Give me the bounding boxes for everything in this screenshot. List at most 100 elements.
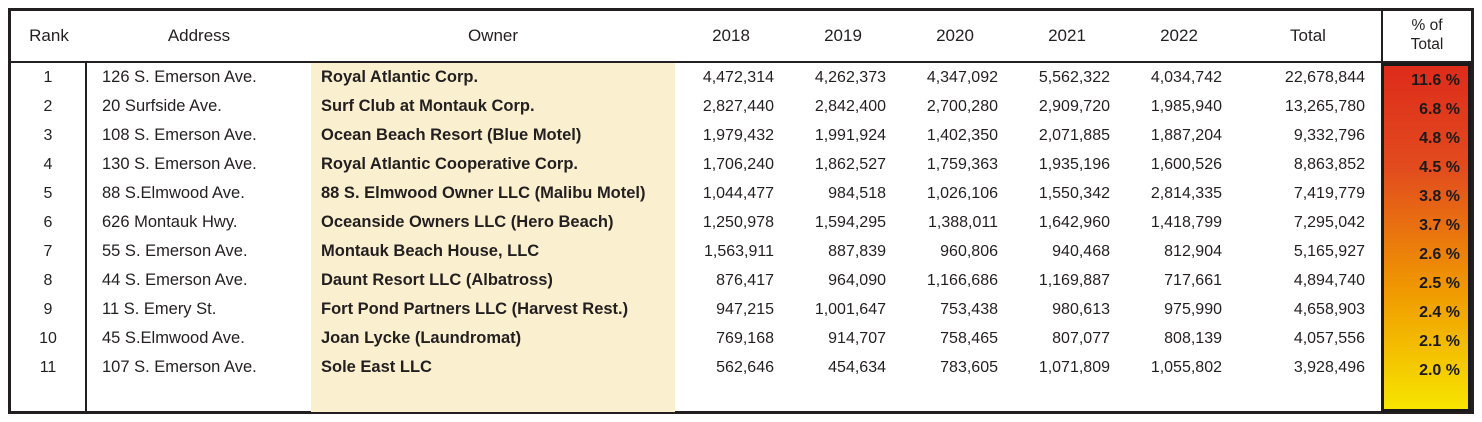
value-2022-cell: 975,990 bbox=[1164, 301, 1222, 318]
value-2018-cell: 1,563,911 bbox=[704, 243, 774, 260]
address-cell: 130 S. Emerson Ave. bbox=[102, 155, 257, 173]
filler-owner-cell bbox=[311, 382, 675, 412]
rank-cell: 10 bbox=[11, 324, 87, 353]
total-cell: 4,057,556 bbox=[1293, 330, 1365, 347]
value-2019-cell: 4,262,373 bbox=[814, 69, 886, 86]
pct-heatmap-column: 11.6 % 6.8 % 4.8 % 4.5 % 3.8 % 3.7 % 2.6 % 2.5 … bbox=[1381, 63, 1471, 412]
value-2021-cell: 1,935,196 bbox=[1038, 156, 1110, 173]
total-cell: 7,295,042 bbox=[1293, 214, 1365, 231]
table-row: 9 11 S. Emery St. Fort Pond Partners LLC… bbox=[11, 295, 1471, 324]
header-pct-line1: % of bbox=[1411, 17, 1443, 35]
value-2018-cell: 1,979,432 bbox=[702, 127, 774, 144]
value-2021-cell: 1,642,960 bbox=[1038, 214, 1110, 231]
value-2018-cell: 1,706,240 bbox=[702, 156, 774, 173]
value-2019-cell: 964,090 bbox=[828, 272, 886, 289]
value-2021-cell: 2,909,720 bbox=[1038, 98, 1110, 115]
rank-cell: 1 bbox=[11, 63, 87, 92]
header-2021: 2021 bbox=[1048, 26, 1086, 45]
owner-cell: Sole East LLC bbox=[311, 353, 675, 382]
filler-address-cell bbox=[87, 382, 311, 412]
value-2019-cell: 914,707 bbox=[828, 330, 886, 347]
rank-cell: 4 bbox=[11, 150, 87, 179]
value-2021-cell: 940,468 bbox=[1052, 243, 1110, 260]
value-2019-cell: 454,634 bbox=[828, 359, 886, 376]
header-2022: 2022 bbox=[1160, 26, 1198, 45]
value-2020-cell: 783,605 bbox=[940, 359, 998, 376]
value-2022-cell: 1,887,204 bbox=[1150, 127, 1222, 144]
address-cell: 126 S. Emerson Ave. bbox=[102, 68, 257, 86]
table-filler-row bbox=[11, 382, 1471, 412]
rank-cell: 7 bbox=[11, 237, 87, 266]
filler-rank-cell bbox=[11, 382, 87, 412]
owner-cell: Montauk Beach House, LLC bbox=[311, 237, 675, 266]
value-2022-cell: 1,418,799 bbox=[1150, 214, 1222, 231]
value-2018-cell: 947,215 bbox=[716, 301, 774, 318]
table-row: 1 126 S. Emerson Ave. Royal Atlantic Cor… bbox=[11, 63, 1471, 92]
pct-value: 4.5 % bbox=[1419, 159, 1460, 176]
owner-cell: Fort Pond Partners LLC (Harvest Rest.) bbox=[311, 295, 675, 324]
value-2019-cell: 1,862,527 bbox=[814, 156, 886, 173]
value-2021-cell: 1,169,887 bbox=[1038, 272, 1110, 289]
address-cell: 107 S. Emerson Ave. bbox=[102, 358, 257, 376]
value-2020-cell: 1,759,363 bbox=[926, 156, 998, 173]
value-2018-cell: 876,417 bbox=[716, 272, 774, 289]
value-2019-cell: 887,839 bbox=[828, 243, 886, 260]
owner-cell: Royal Atlantic Cooperative Corp. bbox=[311, 150, 675, 179]
total-cell: 4,658,903 bbox=[1293, 301, 1365, 318]
value-2021-cell: 5,562,322 bbox=[1038, 69, 1110, 86]
total-cell: 5,165,927 bbox=[1293, 243, 1365, 260]
income-table: Rank Address Owner 2018 2019 2020 2021 2… bbox=[8, 8, 1474, 414]
value-2018-cell: 769,168 bbox=[716, 330, 774, 347]
address-cell: 11 S. Emery St. bbox=[102, 300, 217, 318]
header-owner: Owner bbox=[467, 26, 519, 45]
table-row: 10 45 S.Elmwood Ave. Joan Lycke (Laundro… bbox=[11, 324, 1471, 353]
value-2018-cell: 562,646 bbox=[716, 359, 774, 376]
rank-cell: 8 bbox=[11, 266, 87, 295]
pct-value: 4.8 % bbox=[1419, 130, 1460, 147]
rank-cell: 3 bbox=[11, 121, 87, 150]
header-pct-line2: Total bbox=[1410, 36, 1444, 53]
owner-cell: Joan Lycke (Laundromat) bbox=[311, 324, 675, 353]
pct-value: 2.0 % bbox=[1419, 362, 1460, 379]
owner-cell: Ocean Beach Resort (Blue Motel) bbox=[311, 121, 675, 150]
table-row: 6 626 Montauk Hwy. Oceanside Owners LLC … bbox=[11, 208, 1471, 237]
table-row: 7 55 S. Emerson Ave. Montauk Beach House… bbox=[11, 237, 1471, 266]
table-header-row: Rank Address Owner 2018 2019 2020 2021 2… bbox=[11, 11, 1471, 63]
owner-cell: 88 S. Elmwood Owner LLC (Malibu Motel) bbox=[311, 179, 675, 208]
total-cell: 3,928,496 bbox=[1293, 359, 1365, 376]
table-row: 11 107 S. Emerson Ave. Sole East LLC 562… bbox=[11, 353, 1471, 382]
owner-cell: Royal Atlantic Corp. bbox=[311, 63, 675, 92]
value-2021-cell: 1,071,809 bbox=[1038, 359, 1110, 376]
value-2019-cell: 1,991,924 bbox=[814, 127, 886, 144]
value-2018-cell: 1,250,978 bbox=[702, 214, 774, 231]
header-total: Total bbox=[1290, 26, 1326, 45]
value-2022-cell: 1,055,802 bbox=[1150, 359, 1222, 376]
value-2022-cell: 812,904 bbox=[1164, 243, 1222, 260]
table-row: 2 20 Surfside Ave. Surf Club at Montauk … bbox=[11, 92, 1471, 121]
owner-cell: Oceanside Owners LLC (Hero Beach) bbox=[311, 208, 675, 237]
value-2020-cell: 758,465 bbox=[940, 330, 998, 347]
total-cell: 7,419,779 bbox=[1293, 185, 1365, 202]
pct-value: 3.8 % bbox=[1419, 188, 1460, 205]
value-2020-cell: 1,166,686 bbox=[926, 272, 998, 289]
address-cell: 44 S. Emerson Ave. bbox=[102, 271, 248, 289]
rank-cell: 2 bbox=[11, 92, 87, 121]
pct-value: 11.6 % bbox=[1411, 72, 1460, 89]
total-cell: 22,678,844 bbox=[1284, 69, 1365, 86]
table-row: 5 88 S.Elmwood Ave. 88 S. Elmwood Owner … bbox=[11, 179, 1471, 208]
rank-cell: 11 bbox=[11, 353, 87, 382]
value-2020-cell: 753,438 bbox=[940, 301, 998, 318]
value-2022-cell: 1,985,940 bbox=[1150, 98, 1222, 115]
header-2020: 2020 bbox=[936, 26, 974, 45]
pct-value: 2.6 % bbox=[1419, 246, 1460, 263]
value-2021-cell: 980,613 bbox=[1052, 301, 1110, 318]
header-2019: 2019 bbox=[824, 26, 862, 45]
value-2021-cell: 2,071,885 bbox=[1038, 127, 1110, 144]
table-body: 1 126 S. Emerson Ave. Royal Atlantic Cor… bbox=[11, 63, 1471, 412]
pct-value: 2.1 % bbox=[1419, 333, 1460, 350]
owner-cell: Surf Club at Montauk Corp. bbox=[311, 92, 675, 121]
value-2018-cell: 4,472,314 bbox=[702, 69, 774, 86]
rank-cell: 5 bbox=[11, 179, 87, 208]
value-2020-cell: 1,402,350 bbox=[926, 127, 998, 144]
value-2022-cell: 2,814,335 bbox=[1150, 185, 1222, 202]
